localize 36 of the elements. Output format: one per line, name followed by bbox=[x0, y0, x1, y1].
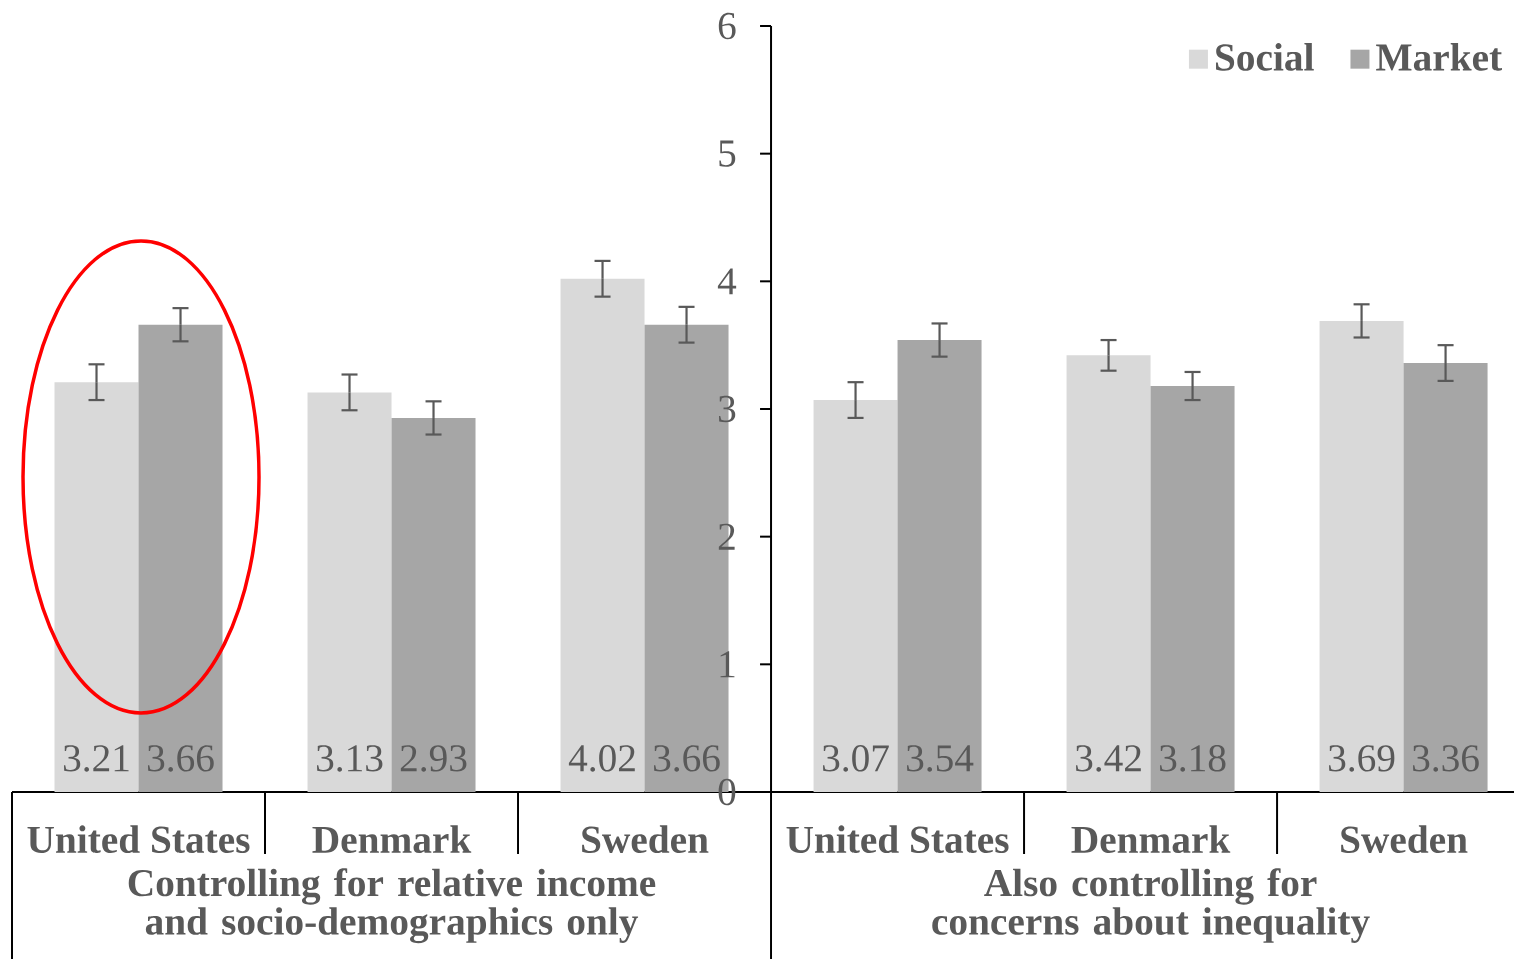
data-label: 3.07 bbox=[823, 745, 889, 772]
data-label: 3.36 bbox=[1413, 745, 1479, 772]
legend-label: Market bbox=[1376, 43, 1502, 71]
data-label: 4.02 bbox=[568, 745, 635, 772]
bar bbox=[1319, 320, 1404, 792]
bar bbox=[138, 324, 223, 792]
bar bbox=[307, 392, 392, 792]
data-label: 3.66 bbox=[147, 745, 214, 772]
bar bbox=[391, 417, 476, 792]
y-tick-label: 6 bbox=[718, 12, 736, 40]
text: Controlling for relative income and socio-demographics only bbox=[128, 868, 656, 944]
y-tick-label: 4 bbox=[717, 268, 737, 295]
legend-label: Social bbox=[1216, 43, 1314, 71]
x-tick-label: Sweden bbox=[1341, 825, 1468, 854]
bar bbox=[54, 382, 139, 792]
x-tick-label: United States bbox=[27, 825, 250, 854]
data-label: 3.21 bbox=[63, 745, 129, 772]
bar bbox=[897, 340, 982, 792]
bar bbox=[1066, 355, 1151, 792]
x-tick-label: Denmark bbox=[312, 825, 472, 854]
bar bbox=[1403, 363, 1488, 792]
bar bbox=[1150, 386, 1235, 792]
data-label: 3.54 bbox=[907, 745, 974, 772]
x-tick-label: Sweden bbox=[582, 825, 709, 854]
bar bbox=[560, 278, 645, 792]
data-label: 3.69 bbox=[1329, 745, 1395, 772]
bar bbox=[813, 400, 898, 792]
x-tick-label: Denmark bbox=[1071, 825, 1231, 854]
y-tick-label: 5 bbox=[719, 140, 736, 167]
data-label: 3.66 bbox=[654, 745, 720, 772]
x-tick-label: United States bbox=[786, 825, 1009, 854]
data-label: 3.42 bbox=[1076, 745, 1141, 772]
data-label: 2.93 bbox=[400, 745, 467, 772]
text: Also controlling for concerns about inequality bbox=[932, 868, 1370, 943]
data-label: 3.13 bbox=[316, 745, 383, 772]
data-label: 3.18 bbox=[1160, 745, 1226, 772]
